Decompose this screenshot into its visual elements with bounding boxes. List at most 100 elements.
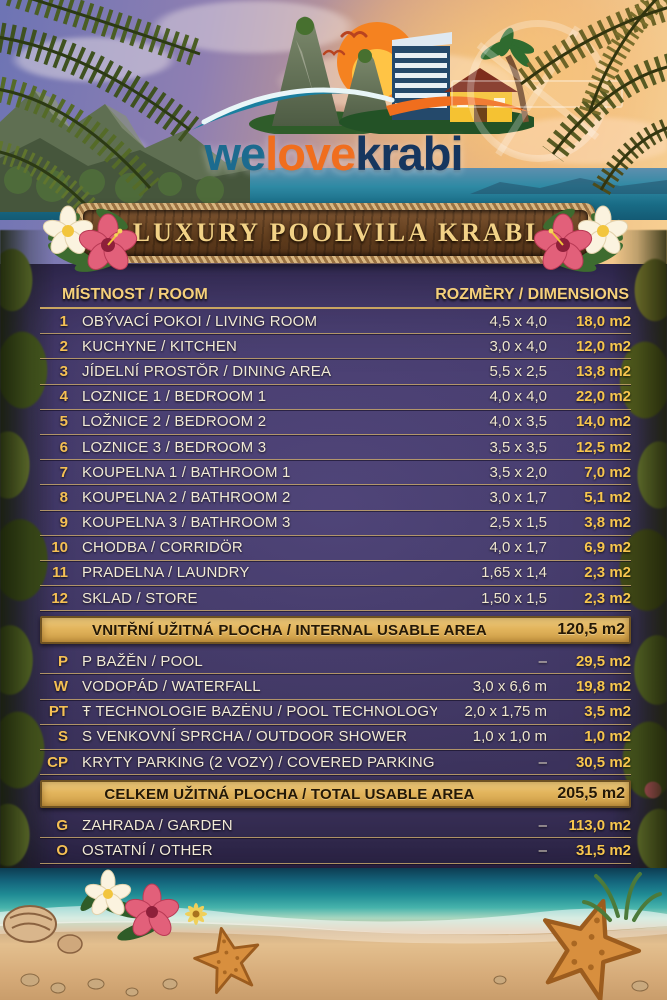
row-code: O [56,841,68,859]
room-area: 2,3 m2 [584,589,631,607]
land-rows: G ZAHRADA / GARDEN – 113,0 m2 O OSTATNÍ … [40,813,631,864]
beach-footer [0,868,667,1000]
row-number: 11 [52,564,68,582]
room-dimensions: 5,5 x 2,5 [489,362,547,380]
room-area: 13,8 m2 [575,362,631,380]
table-row: 5 LOŽNICE 2 / BEDROOM 2 4,0 x 3,5 14,0 m… [40,410,631,435]
row-code: CP [47,753,68,771]
room-area: 31,5 m2 [575,841,631,859]
room-area: 18,0 m2 [575,312,631,330]
table-row: 2 KUCHYNE / KITCHEN 3,0 x 4,0 12,0 m2 [40,334,631,360]
row-number: 2 [59,337,68,355]
table-row: CP KRYTY PARKING (2 VOZY) / COVERED PARK… [40,750,631,776]
table-row: 7 KOUPELNA 1 / BATHROOM 1 3,5 x 2,0 7,0 … [40,460,631,486]
palm-frond-right-icon [513,0,667,196]
logo-love: love [265,127,356,180]
beach-grass-icon [582,872,662,922]
row-number: 12 [51,589,68,607]
room-area: 113,0 m2 [568,816,631,834]
row-code: PT [48,703,68,721]
room-dimensions: 3,0 x 6,6 m [472,678,547,696]
room-dimensions: 2,0 x 1,75 m [464,703,547,721]
hibiscus-icon [78,213,138,270]
room-area: 5,1 m2 [584,488,631,506]
room-table-panel: MÍSTNOST / ROOM ROZMÈRY / DIMENSIONS 1 O… [0,230,667,897]
room-area: 6,9 m2 [584,539,631,557]
room-name: LOZNICE 3 / BEDROOM 3 [82,438,267,456]
room-dimensions: – [538,652,547,670]
band-value: 120,5 m2 [557,621,625,639]
row-number: 9 [59,514,68,532]
room-area: 7,0 m2 [584,463,631,481]
row-number: 6 [59,438,68,456]
row-code: S [57,728,68,746]
poster-title: LUXURY POOLVILA KRABI [132,218,539,247]
wood-sign: LUXURY POOLVILA KRABI [83,210,588,256]
logo-we: we [204,127,266,180]
row-number: 5 [59,413,68,431]
palm-tree-icon [480,27,534,123]
jungle-foliage-left [0,230,54,874]
room-area: 30,5 m2 [575,753,631,771]
row-number: 10 [51,539,68,557]
flower-cluster-icon [80,869,207,941]
room-area: 19,8 m2 [575,678,631,696]
column-room: MÍSTNOST / ROOM [62,286,208,303]
row-code: W [53,678,68,696]
room-dimensions: 2,5 x 1,5 [489,514,547,532]
room-name: S VENKOVNÍ SPRCHA / OUTDOOR SHOWER [82,728,408,746]
room-dimensions: 4,0 x 1,7 [489,539,547,557]
room-area: 2,3 m2 [584,564,631,582]
room-name: P BAŽĚN / POOL [82,652,203,670]
island-illustration [191,16,534,134]
internal-usable-area-band: VNITŘNÍ UŽITNÁ PLOCHA / INTERNAL USABLE … [40,616,631,645]
table-row: 12 SKLAD / STORE 1,50 x 1,5 2,3 m2 [40,586,631,612]
room-name: Ŧ TECHNOLOGIE BAZĖNU / POOL TECHNOLOGY [82,703,437,721]
room-dimensions: – [538,753,547,771]
room-dimensions: 3,5 x 3,5 [489,438,547,456]
room-name: LOZNICE 1 / BEDROOM 1 [82,388,267,406]
room-name: CHODBA / CORRIDÖR [82,539,243,557]
row-code: G [56,816,68,834]
table-row: 1 OBÝVACÍ POKOI / LIVING ROOM 4,5 x 4,0 … [40,309,631,335]
main-rows: 1 OBÝVACÍ POKOI / LIVING ROOM 4,5 x 4,0 … [40,309,631,612]
room-area: 12,0 m2 [575,337,631,355]
beach-decor [0,869,667,1000]
logo-wordmark: welovekrabi [0,126,667,181]
karst-cliff-icon [271,16,340,126]
room-dimensions: 4,0 x 4,0 [489,388,547,406]
room-name: JÍDELNÍ PROSTŎR / DINING AREA [82,362,332,380]
flower-cluster-icon [533,205,629,272]
room-dimensions: 4,5 x 4,0 [489,312,547,330]
table-row: 9 KOUPELNA 3 / BATHROOM 3 2,5 x 1,5 3,8 … [40,511,631,536]
bird-icon [340,31,367,39]
room-dimensions: 3,5 x 2,0 [489,463,547,481]
table-row: S S VENKOVNÍ SPRCHA / OUTDOOR SHOWER 1,0… [40,725,631,750]
row-number: 8 [59,488,68,506]
room-area: 12,5 m2 [575,438,631,456]
table-row: W VODOPÁD / WATERFALL 3,0 x 6,6 m 19,8 m… [40,674,631,700]
room-dimensions: – [538,816,547,834]
row-number: 4 [59,388,68,406]
table-row: 10 CHODBA / CORRIDÖR 4,0 x 1,7 6,9 m2 [40,536,631,561]
wave-swoosh-icon [191,87,530,130]
room-dimensions: 1,0 x 1,0 m [472,728,547,746]
room-name: VODOPÁD / WATERFALL [82,678,261,696]
room-dimensions: 3,0 x 4,0 [489,337,547,355]
room-name: KOUPELNA 1 / BATHROOM 1 [82,463,291,481]
room-area: 14,0 m2 [575,413,631,431]
table-header: MÍSTNOST / ROOM ROZMÈRY / DIMENSIONS [40,278,631,309]
row-number: 7 [59,463,68,481]
row-code: P [57,652,68,670]
band-label: CELKEM UŽITNÁ PLOCHA / TOTAL USABLE AREA [104,785,475,803]
table-row: 4 LOZNICE 1 / BEDROOM 1 4,0 x 4,0 22,0 m… [40,385,631,410]
table-row: 6 LOZNICE 3 / BEDROOM 3 3,5 x 3,5 12,5 m… [40,435,631,461]
band-label: VNITŘNÍ UŽITNÁ PLOCHA / INTERNAL USABLE … [92,621,487,639]
room-name: KUCHYNE / KITCHEN [82,337,238,355]
room-dimensions: 1,65 x 1,4 [481,564,547,582]
room-name: ZAHRADA / GARDEN [82,816,233,834]
flower-cluster-icon [42,205,138,272]
table-row: PT Ŧ TECHNOLOGIE BAZĖNU / POOL TECHNOLOG… [40,700,631,725]
logo-krabi: krabi [355,127,463,180]
